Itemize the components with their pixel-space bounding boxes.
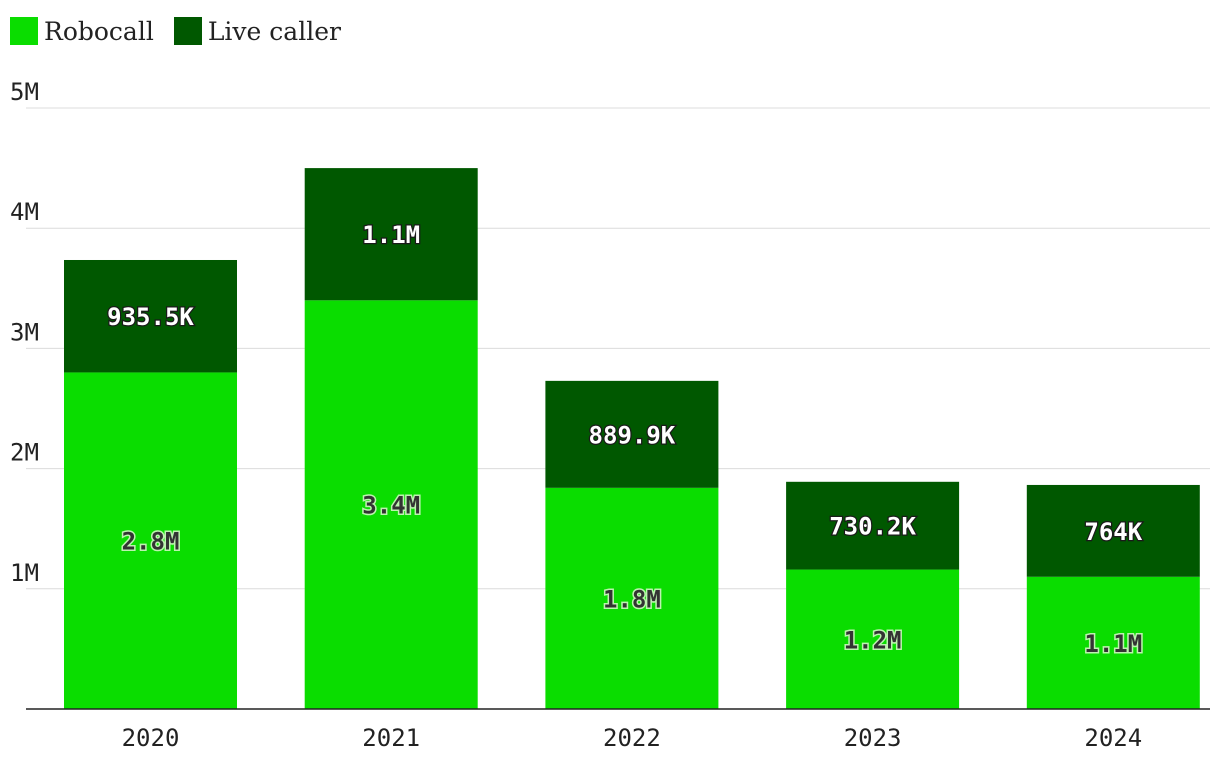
x-tick-label: 2023 <box>844 724 902 752</box>
legend-swatch-live-caller <box>173 17 202 45</box>
data-label-live-caller: 730.2K <box>829 513 916 541</box>
data-label-live-caller: 889.9K <box>589 421 676 449</box>
data-label-live-caller: 935.5K <box>107 303 194 331</box>
bar-live-caller-2020 <box>64 259 237 373</box>
legend-item-live-caller: Live caller <box>173 16 341 46</box>
data-label-robocall: 1.2M <box>844 626 902 654</box>
bar-robocall-2020 <box>64 372 237 709</box>
legend: Robocall Live caller <box>10 14 361 48</box>
legend-swatch-robocall <box>10 17 38 45</box>
data-label-live-caller: 1.1M <box>362 221 420 249</box>
y-tick-label: 3M <box>10 318 39 346</box>
x-tick-label: 2021 <box>362 724 420 752</box>
legend-item-robocall: Robocall <box>10 17 154 46</box>
data-label-live-caller: 764K <box>1084 518 1142 546</box>
bar-robocall-2022 <box>545 487 719 709</box>
bar-live-caller-2022 <box>545 380 719 488</box>
data-label-robocall: 2.8M <box>122 528 180 556</box>
x-tick-label: 2020 <box>122 724 180 752</box>
x-tick-label: 2024 <box>1084 724 1142 752</box>
y-tick-label: 4M <box>10 198 39 226</box>
y-tick-label: 5M <box>10 78 39 106</box>
bar-live-caller-2024 <box>1026 484 1200 577</box>
data-label-robocall: 1.8M <box>603 585 661 613</box>
y-tick-label: 1M <box>10 559 39 587</box>
bar-live-caller-2023 <box>786 481 960 570</box>
data-label-robocall: 3.4M <box>362 492 420 520</box>
bar-live-caller-2021 <box>304 168 478 301</box>
bar-robocall-2024 <box>1026 576 1200 709</box>
legend-label-live-caller: Live caller <box>207 16 341 46</box>
bar-robocall-2021 <box>304 300 478 709</box>
legend-label-robocall: Robocall <box>44 16 154 46</box>
x-tick-label: 2022 <box>603 724 661 752</box>
bar-robocall-2023 <box>786 569 960 709</box>
y-tick-label: 2M <box>10 439 39 467</box>
data-label-robocall: 1.1M <box>1084 630 1142 658</box>
